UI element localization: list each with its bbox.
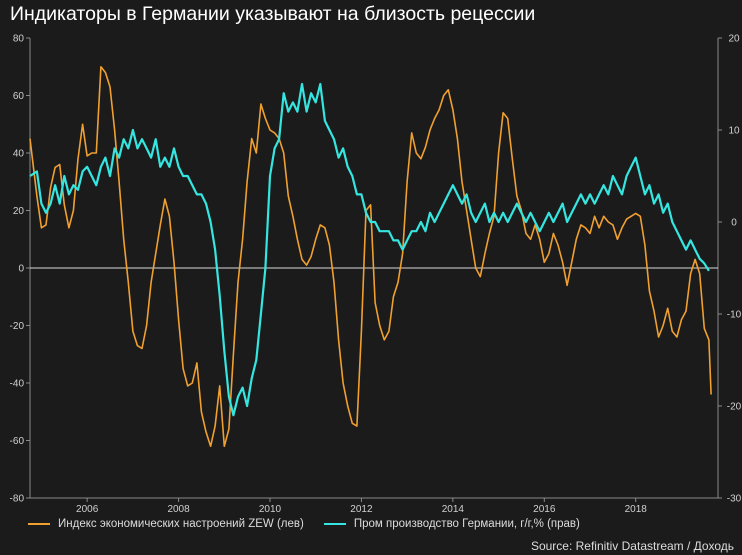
y-left-tick-label: -20 — [10, 321, 25, 332]
y-left-tick-label: 0 — [18, 264, 24, 275]
y-right-tick-label: 10 — [728, 126, 740, 137]
source-note: Source: Refinitiv Datastream / Доходь — [530, 539, 734, 553]
y-left-tick-label: 80 — [13, 34, 25, 45]
y-left-tick-label: -60 — [10, 436, 25, 447]
legend-swatch-zew — [28, 523, 50, 525]
legend-item-production: Пром производство Германии, г/г,% (прав) — [323, 518, 580, 530]
y-left-tick-label: -80 — [10, 494, 25, 505]
x-tick-label: 2008 — [167, 504, 190, 515]
legend: Индекс экономических настроений ZEW (лев… — [28, 518, 580, 530]
y-right-tick-label: -20 — [727, 402, 742, 413]
legend-item-zew: Индекс экономических настроений ZEW (лев… — [28, 518, 304, 530]
y-right-tick-label: -30 — [727, 494, 742, 505]
x-tick-label: 2018 — [625, 504, 648, 515]
legend-swatch-production — [323, 523, 346, 525]
chart-title: Индикаторы в Германии указывают на близо… — [10, 3, 536, 25]
y-right-tick-label: 20 — [728, 34, 740, 45]
series-line-zew — [29, 66, 712, 448]
y-left-tick-label: 60 — [13, 91, 25, 102]
legend-label-production: Пром производство Германии, г/г,% (прав) — [353, 518, 580, 530]
y-right-tick-label: 0 — [731, 218, 737, 229]
y-left-tick-label: 20 — [13, 206, 25, 217]
series-line-production — [29, 82, 710, 417]
x-tick-label: 2006 — [76, 504, 99, 515]
y-left-tick-label: 40 — [13, 149, 25, 160]
x-tick-label: 2012 — [350, 504, 373, 515]
x-tick-label: 2010 — [259, 504, 282, 515]
y-left-tick-label: -40 — [10, 379, 25, 390]
x-tick-label: 2016 — [533, 504, 556, 515]
y-right-tick-label: -10 — [727, 310, 742, 321]
legend-label-zew: Индекс экономических настроений ZEW (лев… — [58, 518, 304, 530]
x-tick-label: 2014 — [442, 504, 465, 515]
